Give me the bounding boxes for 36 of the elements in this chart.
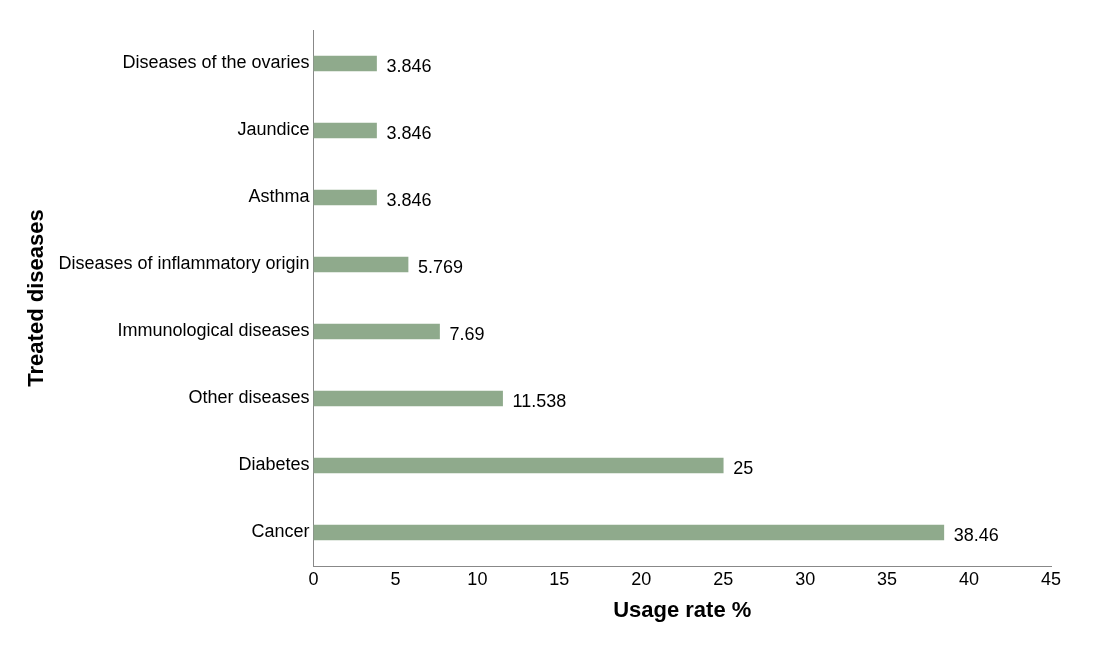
data-label: 3.846 xyxy=(386,123,432,144)
data-label: 25 xyxy=(733,458,754,479)
data-label: 38.46 xyxy=(953,525,999,546)
bar xyxy=(313,256,409,273)
bar xyxy=(313,122,377,139)
data-label: 5.769 xyxy=(418,257,464,278)
y-tick-label: Other diseases xyxy=(188,387,310,408)
data-label: 3.846 xyxy=(386,56,432,77)
bar xyxy=(313,524,945,541)
bar xyxy=(313,55,377,72)
y-tick-label: Jaundice xyxy=(237,119,310,140)
y-tick-label: Diseases of inflammatory origin xyxy=(58,253,310,274)
y-tick-label: Asthma xyxy=(248,186,311,207)
y-tick-label: Immunological diseases xyxy=(117,320,310,341)
y-tick-label: Cancer xyxy=(251,521,310,542)
y-tick-label: Diseases of the ovaries xyxy=(122,52,310,73)
x-tick-label: 30 xyxy=(795,568,816,589)
bar xyxy=(313,189,377,206)
data-label: 11.538 xyxy=(512,391,567,412)
data-label: 3.846 xyxy=(386,190,432,211)
x-tick-label: 0 xyxy=(308,568,319,589)
bar xyxy=(313,390,503,407)
data-label: 7.69 xyxy=(449,324,485,345)
x-tick-label: 45 xyxy=(1040,568,1062,589)
bar xyxy=(313,323,440,340)
x-tick-label: 5 xyxy=(390,568,401,589)
x-tick-label: 35 xyxy=(877,568,898,589)
x-tick-label: 10 xyxy=(467,568,488,589)
x-tick-label: 25 xyxy=(713,568,734,589)
x-tick-label: 20 xyxy=(631,568,652,589)
bar xyxy=(313,457,724,474)
y-axis-title: Treated diseases xyxy=(23,209,49,387)
x-tick-label: 40 xyxy=(959,568,980,589)
x-axis-title: Usage rate % xyxy=(613,596,752,622)
y-tick-label: Diabetes xyxy=(238,454,310,475)
x-tick-label: 15 xyxy=(549,568,570,589)
